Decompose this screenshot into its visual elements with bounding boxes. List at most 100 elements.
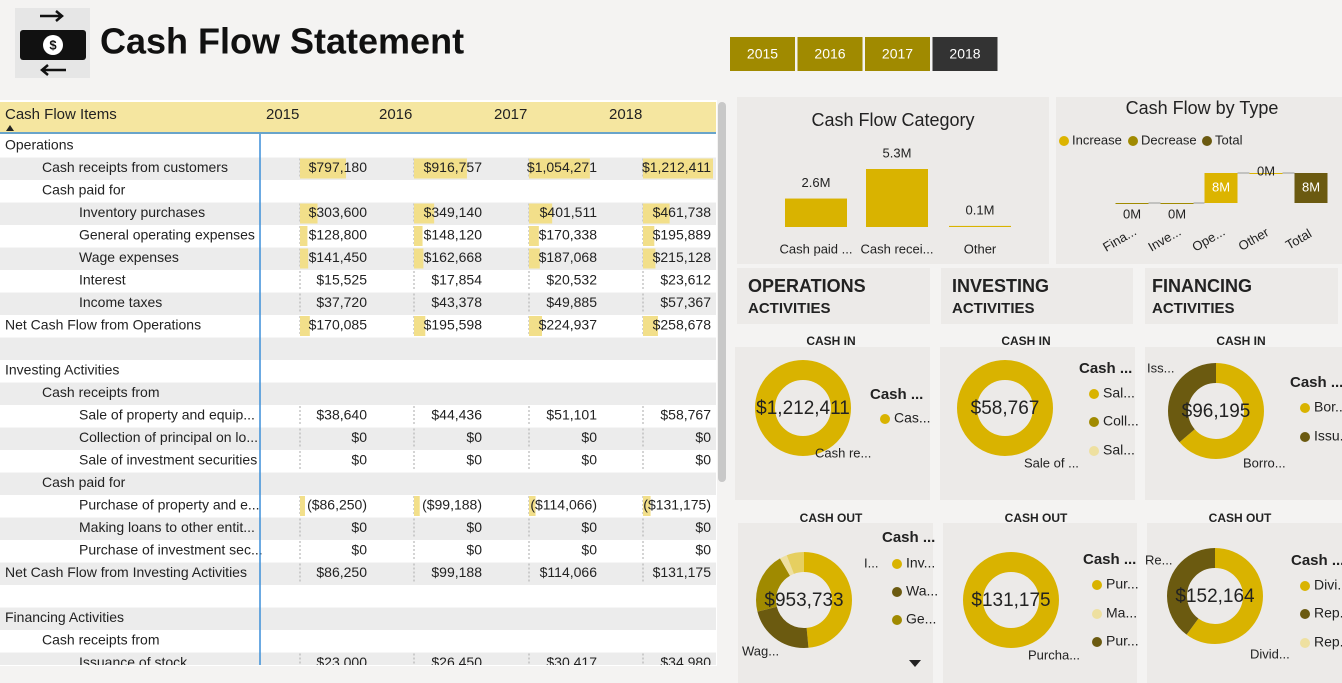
- year-button[interactable]: [797, 37, 863, 71]
- cell-value: $0: [351, 429, 367, 445]
- data-bar: [643, 248, 656, 269]
- cell-value: $128,800: [309, 227, 368, 243]
- cell-value: $30,417: [546, 654, 597, 670]
- cell-value: $170,338: [539, 227, 598, 243]
- cell-value: $57,367: [660, 294, 711, 310]
- panel: [1056, 97, 1342, 264]
- cell-value: $170,085: [309, 317, 368, 333]
- scroll-arrow[interactable]: [909, 660, 921, 667]
- cell-value: $0: [466, 452, 482, 468]
- cell-value: $0: [466, 429, 482, 445]
- cell-value: $43,378: [431, 294, 482, 310]
- cell-value: $0: [695, 429, 711, 445]
- legend-title: Cash ...: [1291, 552, 1342, 569]
- slice-label: Borro...: [1243, 455, 1286, 470]
- data-bar: [300, 316, 310, 336]
- donut-slice: [755, 360, 851, 456]
- legend-label: Cas...: [894, 410, 931, 426]
- donut-title: CASH IN: [1001, 334, 1050, 348]
- cell-value: $1,054,271: [527, 159, 597, 175]
- legend-marker: [1089, 446, 1099, 456]
- slice-label: Sale of ...: [1024, 455, 1079, 470]
- arrow-right: [40, 10, 64, 22]
- row-label: Net Cash Flow from Investing Activities: [5, 564, 247, 580]
- row-label: Making loans to other entit...: [79, 519, 255, 535]
- legend-label: Bor...: [1314, 399, 1342, 415]
- data-label: 0M: [1123, 206, 1141, 221]
- cell-value: ($99,188): [422, 497, 482, 513]
- row-label: Inventory purchases: [79, 204, 205, 220]
- year-button[interactable]: [730, 37, 795, 71]
- donut-slice: [756, 552, 852, 648]
- table: Cash Flow Items 2015 2016 2017 2018 Operation…: [0, 102, 716, 670]
- donut-center-label: $953,733: [764, 590, 843, 611]
- row-label: Financing Activities: [5, 609, 124, 625]
- donut-title: CASH IN: [1216, 334, 1265, 348]
- donut-title: CASH IN: [806, 334, 855, 348]
- waterfall-bar: [1249, 173, 1283, 174]
- data-bar: [414, 226, 423, 246]
- logo-icon: $: [15, 8, 90, 78]
- sort-arrow: [6, 125, 14, 131]
- cell-value: $0: [581, 519, 597, 535]
- cell-value: $38,640: [316, 407, 367, 423]
- legend-label: Ma...: [1106, 605, 1137, 621]
- legend-label: Rep...: [1314, 634, 1342, 650]
- data-bar: [529, 158, 590, 179]
- section-title: OPERATIONS: [748, 276, 866, 296]
- column-header: Cash Flow Items: [5, 106, 117, 123]
- donut-center-label: $1,212,411: [756, 398, 850, 419]
- data-bar: [300, 226, 308, 246]
- cell-value: $131,175: [653, 564, 712, 580]
- row-label: Operations: [5, 137, 73, 153]
- data-bar: [643, 203, 670, 224]
- cell-value: $0: [351, 452, 367, 468]
- year-button-label[interactable]: 2017: [882, 46, 913, 62]
- legend-label: Increase: [1072, 132, 1122, 147]
- section-title: FINANCING: [1152, 276, 1252, 296]
- cell-value: $0: [581, 429, 597, 445]
- donut-center-label: $58,767: [971, 398, 1040, 419]
- legend-marker: [1300, 638, 1310, 648]
- cell-value: $0: [695, 452, 711, 468]
- year-button-label[interactable]: 2018: [949, 46, 980, 62]
- cell-value: $187,068: [539, 249, 598, 265]
- cell-value: $195,889: [653, 227, 712, 243]
- section-subtitle: ACTIVITIES: [952, 300, 1035, 317]
- row-label: Sale of property and equip...: [79, 407, 255, 423]
- cell-value: $23,612: [660, 272, 711, 288]
- row-bg: [0, 607, 716, 630]
- section-title: INVESTING: [952, 276, 1049, 296]
- legend-label: Inv...: [906, 555, 935, 571]
- donut-center-label: $131,175: [971, 590, 1050, 611]
- cell-value: $0: [695, 542, 711, 558]
- year-button[interactable]: [932, 37, 998, 71]
- panel: [1145, 268, 1338, 324]
- column-header: 2015: [266, 106, 299, 123]
- data-label: 0M: [1168, 206, 1186, 221]
- data-label: 2.6M: [802, 175, 831, 190]
- cell-value: $20,532: [546, 272, 597, 288]
- legend-title: Cash ...: [1083, 551, 1136, 568]
- cell-value: $1,212,411: [642, 159, 711, 175]
- section-subtitle: ACTIVITIES: [748, 300, 831, 317]
- coin: [43, 35, 63, 55]
- slice-label: Iss...: [1147, 360, 1174, 375]
- cell-value: $37,720: [316, 294, 367, 310]
- row-label: Issuance of stock: [79, 654, 188, 670]
- cell-value: $23,000: [316, 654, 367, 670]
- waterfall-bar: [1294, 173, 1328, 203]
- year-button-label[interactable]: 2016: [814, 46, 845, 62]
- year-button[interactable]: [865, 37, 930, 71]
- scrollbar[interactable]: [718, 102, 726, 482]
- slice-label: Divid...: [1250, 646, 1290, 661]
- legend-label: Pur...: [1106, 633, 1139, 649]
- data-bar: [643, 316, 658, 336]
- cell-value: $461,738: [653, 204, 712, 220]
- legend-marker: [1089, 389, 1099, 399]
- donut-slice: [1167, 548, 1263, 644]
- cell-value: $0: [581, 542, 597, 558]
- year-button-label[interactable]: 2015: [747, 46, 778, 62]
- data-bar: [414, 496, 420, 516]
